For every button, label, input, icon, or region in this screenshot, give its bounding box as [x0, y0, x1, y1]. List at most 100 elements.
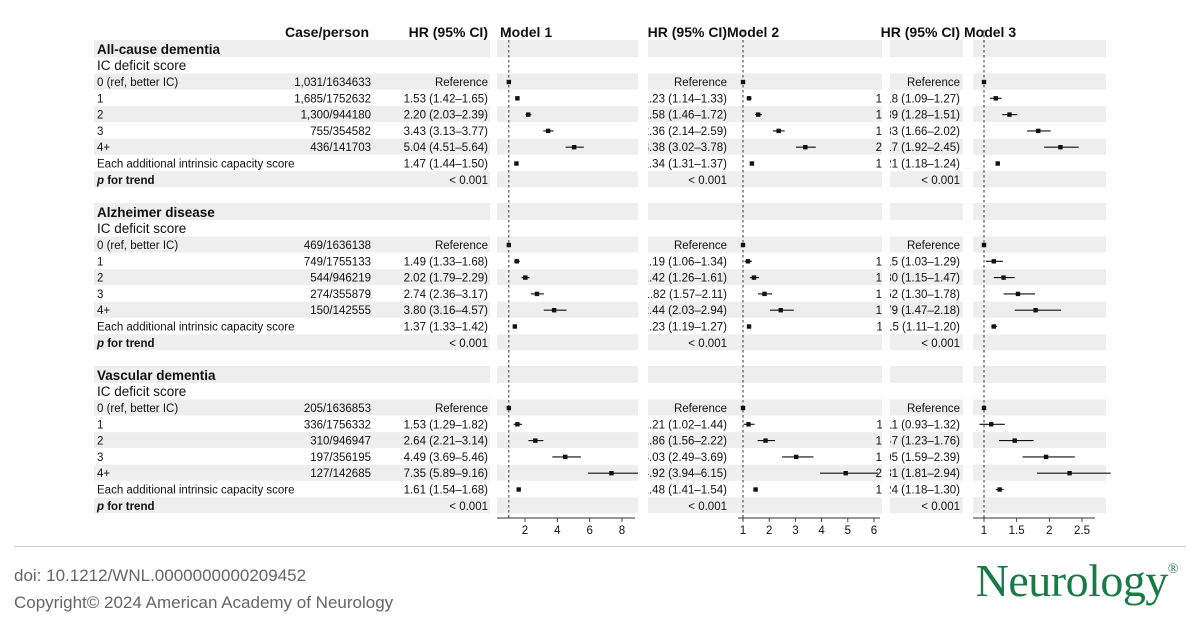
hr-ci-value: 3.03 (2.49–3.69) — [643, 452, 728, 464]
row-cases: 150/142555 — [310, 305, 371, 317]
hr-point — [563, 454, 568, 460]
hr-point — [997, 487, 1002, 492]
row-stripe — [94, 171, 1106, 188]
section-subtitle: IC deficit score — [97, 384, 186, 399]
x-tick-label: 2 — [1046, 525, 1052, 537]
section-subtitle: IC deficit score — [97, 58, 186, 73]
row-label: 1 — [97, 419, 103, 431]
hr-ci-value: 1.15 (1.11–1.20) — [876, 322, 960, 334]
row-cases: 336/1756332 — [304, 419, 371, 431]
row-label: 3 — [97, 126, 103, 138]
hr-point — [1001, 275, 1006, 280]
row-label: 4+ — [97, 305, 110, 317]
hr-point — [753, 487, 758, 492]
hr-point — [1033, 308, 1038, 313]
hr-ci-value: 1.52 (1.30–1.78) — [876, 289, 961, 301]
x-tick-label: 4 — [554, 525, 561, 537]
hr-point — [1067, 471, 1072, 476]
panel-gap — [490, 38, 497, 518]
hr-point — [981, 405, 987, 411]
footer-divider — [14, 546, 1186, 547]
row-cases: 1,685/1752632 — [294, 93, 371, 105]
hr-ci-value: 2.64 (2.21–3.14) — [404, 436, 489, 448]
section-stripe — [94, 366, 1106, 383]
hr-ci-value: 2.31 (1.81–2.94) — [876, 468, 961, 480]
row-label: 2 — [97, 110, 103, 122]
hr-point — [1012, 438, 1017, 443]
hr-point — [523, 275, 528, 280]
x-tick-label: 4 — [818, 525, 825, 537]
label-rest: for trend — [104, 338, 154, 350]
hr-ci-header-model2: HR (95% CI) — [648, 24, 727, 40]
hr-ci-value: 2.44 (2.03–2.94) — [643, 305, 728, 317]
row-label: p for trend — [96, 175, 155, 187]
row-label: Each additional intrinsic capacity score — [97, 159, 295, 171]
hr-ci-value: 1.53 (1.42–1.65) — [404, 93, 489, 105]
hr-ci-header-model1: HR (95% CI) — [409, 24, 488, 40]
hr-ci-value: 1.79 (1.47–2.18) — [876, 305, 961, 317]
row-cases: 755/354582 — [310, 126, 371, 138]
hr-ci-value: Reference — [674, 403, 727, 415]
row-stripe — [94, 236, 1106, 253]
row-stripe — [94, 138, 1106, 155]
section-title: All-cause dementia — [97, 42, 221, 57]
row-stripe — [94, 432, 1106, 449]
hr-point — [1007, 112, 1012, 117]
italic-p: p — [96, 338, 104, 350]
row-cases: 436/141703 — [310, 142, 371, 154]
row-label: 2 — [97, 436, 103, 448]
hr-ci-value: 1.21 (1.02–1.44) — [643, 419, 728, 431]
hr-ci-value: 2.20 (2.03–2.39) — [404, 110, 489, 122]
hr-point — [993, 96, 998, 101]
hr-point — [778, 308, 783, 313]
label-rest: for trend — [104, 175, 154, 187]
hr-ci-value: 1.86 (1.56–2.22) — [643, 436, 728, 448]
copyright-text: Copyright© 2024 American Academy of Neur… — [14, 593, 394, 612]
hr-ci-value: 3.43 (3.13–3.77) — [404, 126, 489, 138]
hr-point — [506, 405, 512, 411]
hr-point — [746, 96, 752, 101]
hr-ci-value: 1.61 (1.54–1.68) — [404, 485, 489, 497]
hr-point — [545, 128, 551, 134]
x-tick-label: 2 — [522, 525, 528, 537]
hr-ci-value: < 0.001 — [449, 501, 488, 513]
row-label: 4+ — [97, 468, 110, 480]
hr-point — [516, 487, 521, 492]
row-stripe — [94, 301, 1106, 318]
panel-gap — [963, 38, 973, 518]
row-cases: 127/142685 — [310, 468, 371, 480]
model-header-1: Model 1 — [500, 24, 552, 40]
hr-ci-value: < 0.001 — [688, 175, 727, 187]
hr-ci-value: Reference — [435, 403, 488, 415]
row-label: Each additional intrinsic capacity score — [97, 322, 295, 334]
hr-ci-value: 1.53 (1.29–1.82) — [404, 419, 489, 431]
row-stripe — [94, 497, 1106, 514]
hr-ci-value: 1.48 (1.41–1.54) — [643, 485, 728, 497]
row-label: 3 — [97, 452, 103, 464]
hr-ci-value: Reference — [907, 403, 960, 415]
x-tick-label: 1 — [740, 525, 746, 537]
section-stripe — [94, 203, 1106, 220]
hr-ci-value: 1.18 (1.09–1.27) — [876, 93, 961, 105]
panel-gap — [638, 38, 648, 518]
row-cases: 544/946219 — [310, 273, 371, 285]
hr-ci-value: 3.38 (3.02–3.78) — [643, 142, 728, 154]
section-stripe — [94, 40, 1106, 57]
x-tick-label: 8 — [619, 525, 625, 537]
hr-ci-value: Reference — [674, 77, 727, 89]
hr-point — [746, 422, 751, 427]
hr-point — [1015, 291, 1021, 297]
row-label: 3 — [97, 289, 103, 301]
hr-ci-value: < 0.001 — [449, 338, 488, 350]
hr-point — [551, 308, 557, 313]
hr-ci-value: 2.74 (2.36–3.17) — [404, 289, 489, 301]
x-tick-label: 1.5 — [1009, 525, 1025, 537]
hr-point — [515, 96, 520, 101]
row-cases: 749/1755133 — [304, 256, 371, 268]
x-tick-label: 2.5 — [1074, 525, 1090, 537]
forest-plot: Case/person-yearsHR (95% CI)HR (95% CI)H… — [94, 24, 1111, 537]
hr-ci-value: < 0.001 — [688, 501, 727, 513]
hr-point — [609, 471, 614, 476]
row-cases: 197/356195 — [310, 452, 371, 464]
hr-point — [514, 161, 519, 166]
